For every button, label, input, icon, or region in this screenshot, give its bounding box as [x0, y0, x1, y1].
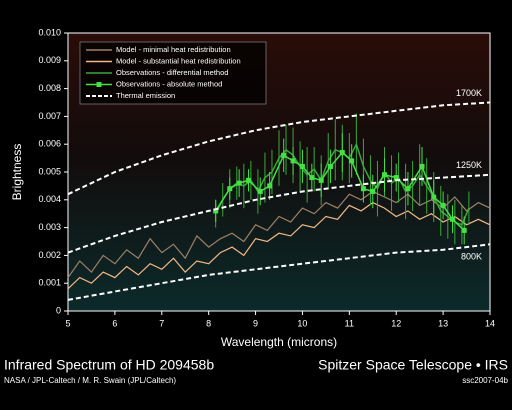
marker — [328, 163, 334, 169]
y-tick-label: 0.006 — [38, 139, 61, 149]
marker — [360, 186, 366, 192]
marker — [227, 186, 233, 192]
y-tick-label: 0.008 — [38, 83, 61, 93]
x-tick-label: 6 — [112, 318, 117, 328]
y-tick-label: 0.009 — [38, 55, 61, 65]
marker — [419, 163, 425, 169]
x-tick-label: 10 — [297, 318, 307, 328]
y-tick-label: 0.003 — [38, 222, 61, 232]
credit: NASA / JPL-Caltech / M. R. Swain (JPL/Ca… — [4, 376, 176, 385]
marker — [246, 177, 252, 183]
x-tick-label: 8 — [206, 318, 211, 328]
marker — [370, 188, 376, 194]
legend-marker — [96, 82, 102, 87]
image-id: ssc2007-04b — [462, 376, 508, 385]
marker — [382, 172, 387, 178]
marker — [339, 150, 345, 156]
x-axis-label: Wavelength (microns) — [221, 335, 337, 349]
y-tick-label: 0.010 — [38, 27, 61, 37]
legend-label: Thermal emission — [116, 91, 175, 100]
marker — [267, 183, 273, 189]
marker — [213, 208, 219, 214]
marker — [318, 177, 324, 183]
marker — [393, 175, 399, 181]
y-tick-label: 0.002 — [38, 250, 61, 260]
marker — [440, 202, 446, 208]
marker — [461, 227, 467, 233]
marker — [349, 158, 355, 164]
x-tick-label: 13 — [438, 318, 448, 328]
x-tick-label: 5 — [65, 318, 70, 328]
marker — [405, 186, 411, 192]
x-tick-label: 12 — [391, 318, 401, 328]
marker — [236, 180, 242, 186]
x-tick-label: 14 — [485, 318, 495, 328]
chart-title: Infrared Spectrum of HD 209458b — [4, 357, 214, 373]
x-tick-label: 7 — [159, 318, 164, 328]
marker — [431, 194, 437, 200]
x-tick-label: 11 — [345, 318, 354, 328]
marker — [257, 188, 263, 194]
legend-label: Observations - differential method — [116, 68, 228, 77]
marker — [449, 216, 455, 222]
marker — [299, 163, 305, 169]
thermal-curve — [67, 173, 491, 254]
legend-label: Observations - absolute method — [116, 79, 222, 88]
thermal-curve — [67, 101, 491, 196]
legend-label: Model - minimal heat redistribution — [116, 45, 231, 54]
series-line — [67, 201, 491, 290]
marker — [309, 175, 315, 181]
y-tick-label: 0.004 — [38, 194, 61, 204]
curve-label: 800K — [461, 252, 482, 262]
marker — [281, 152, 287, 158]
x-tick-label: 9 — [253, 318, 258, 328]
y-tick-label: 0.001 — [38, 278, 61, 288]
curve-label: 1250K — [456, 160, 482, 170]
curve-label: 1700K — [456, 88, 482, 98]
series-line — [67, 190, 491, 278]
observatory: Spitzer Space Telescope • IRS — [318, 357, 508, 373]
y-tick-label: 0.005 — [38, 166, 61, 176]
y-tick-label: 0 — [56, 305, 61, 315]
marker — [290, 158, 296, 164]
y-tick-label: 0.007 — [38, 111, 61, 121]
legend-label: Model - substantial heat redistribution — [116, 56, 241, 65]
thermal-curve — [67, 243, 491, 301]
y-axis-label: Brightness — [10, 144, 24, 201]
